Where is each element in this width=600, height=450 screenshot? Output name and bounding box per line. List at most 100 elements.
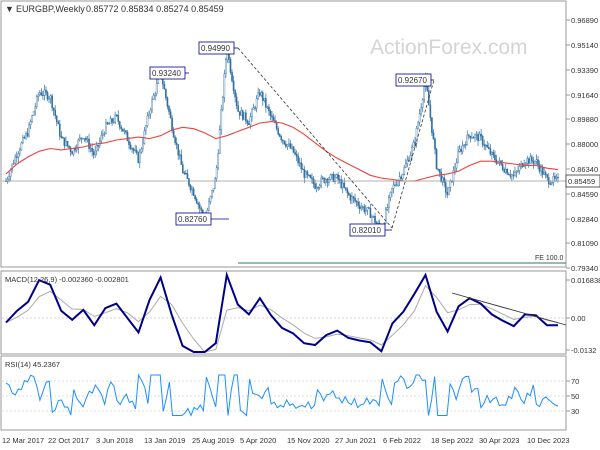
candle-body: [357, 201, 359, 206]
candle-body: [412, 141, 415, 148]
candle-body: [446, 192, 449, 196]
candle-body: [295, 154, 298, 157]
candle-body: [338, 179, 341, 181]
candle-body: [140, 148, 143, 153]
candle-body: [341, 182, 344, 188]
candle-body: [255, 98, 258, 109]
candle-body: [241, 110, 244, 120]
candle-body: [198, 204, 201, 209]
candle-body: [258, 92, 261, 96]
candle-body: [148, 113, 150, 116]
candle-body: [228, 54, 230, 60]
candle-body: [85, 137, 87, 141]
candle-body: [135, 149, 138, 153]
current-price-tag: [565, 174, 600, 188]
svg-text:0.94990: 0.94990: [201, 44, 230, 53]
candle-body: [501, 164, 504, 170]
candle-body: [301, 168, 304, 170]
candle-body: [232, 80, 235, 91]
candle-body: [554, 176, 556, 179]
candle-body: [401, 174, 404, 179]
candle-body: [249, 116, 252, 126]
candle-body: [251, 109, 253, 117]
rsi-tick: 50: [571, 392, 579, 401]
candle-body: [315, 187, 318, 189]
price-tick: 0.86340: [571, 165, 598, 174]
candle-body: [418, 113, 421, 123]
candle-body: [511, 174, 513, 177]
candle-body: [229, 59, 232, 73]
macd-label: MACD(12,26,9) -0.002360 -0.002801: [5, 275, 129, 284]
candle-body: [460, 148, 462, 152]
candle-body: [20, 142, 23, 151]
candle-body: [9, 169, 12, 177]
date-tick: 6 Feb 2022: [383, 436, 421, 445]
candle-body: [515, 171, 518, 173]
candle-body: [65, 141, 67, 147]
svg-text:0.93240: 0.93240: [152, 69, 181, 78]
candle-body: [22, 137, 24, 144]
svg-text:0.92670: 0.92670: [398, 76, 427, 85]
candle-body: [75, 148, 78, 151]
candle-body: [551, 182, 553, 185]
candle-body: [557, 176, 559, 179]
candle-body: [94, 150, 96, 156]
candle-body: [349, 194, 352, 201]
candle-body: [454, 167, 456, 171]
date-tick: 27 Jun 2021: [335, 436, 376, 445]
dropdown-icon[interactable]: ▼: [5, 4, 14, 14]
candle-body: [280, 136, 283, 141]
candles: [5, 49, 559, 235]
candle-body: [432, 132, 435, 140]
candle-body: [83, 137, 86, 140]
candle-body: [129, 144, 132, 149]
annotation-93240: 0.93240: [149, 66, 189, 80]
candle-body: [514, 172, 516, 176]
candle-body: [197, 202, 200, 205]
candle-body: [488, 147, 490, 149]
candle-body: [180, 154, 183, 165]
candle-body: [457, 151, 459, 164]
candle-body: [321, 177, 324, 179]
macd-line: [5, 271, 558, 353]
annotation-94990: 0.94990: [198, 41, 238, 55]
candle-body: [374, 215, 376, 223]
candle-body: [200, 207, 203, 211]
candle-body: [503, 169, 505, 173]
candle-body: [340, 179, 342, 188]
candle-body: [345, 187, 347, 190]
candle-body: [54, 109, 57, 117]
candle-body: [263, 98, 266, 101]
candle-body: [484, 144, 487, 147]
candle-body: [308, 174, 310, 176]
candle-body: [137, 152, 140, 163]
candle-body: [134, 149, 136, 152]
candle-body: [369, 208, 372, 218]
candle-body: [57, 121, 60, 125]
candle-body: [329, 174, 332, 180]
candle-body: [421, 99, 424, 108]
candle-body: [185, 173, 187, 175]
candle-body: [231, 72, 233, 82]
candle-body: [312, 178, 315, 184]
candle-body: [28, 124, 30, 137]
candle-body: [269, 110, 272, 116]
candle-body: [103, 133, 106, 135]
candle-body: [72, 147, 75, 155]
candle-body: [466, 134, 469, 146]
candle-body: [480, 133, 482, 137]
price-tick: 0.82840: [571, 215, 598, 224]
candle-body: [438, 169, 441, 173]
candle-body: [461, 145, 464, 152]
candle-body: [372, 215, 375, 218]
svg-text:0.82760: 0.82760: [178, 215, 207, 224]
candle-body: [371, 216, 373, 218]
candle-body: [423, 86, 426, 100]
candle-body: [95, 145, 98, 152]
candle-body: [29, 121, 32, 125]
date-tick: 25 Aug 2019: [192, 436, 234, 445]
candle-body: [218, 129, 221, 154]
candle-body: [494, 154, 496, 161]
candle-body: [138, 151, 141, 163]
